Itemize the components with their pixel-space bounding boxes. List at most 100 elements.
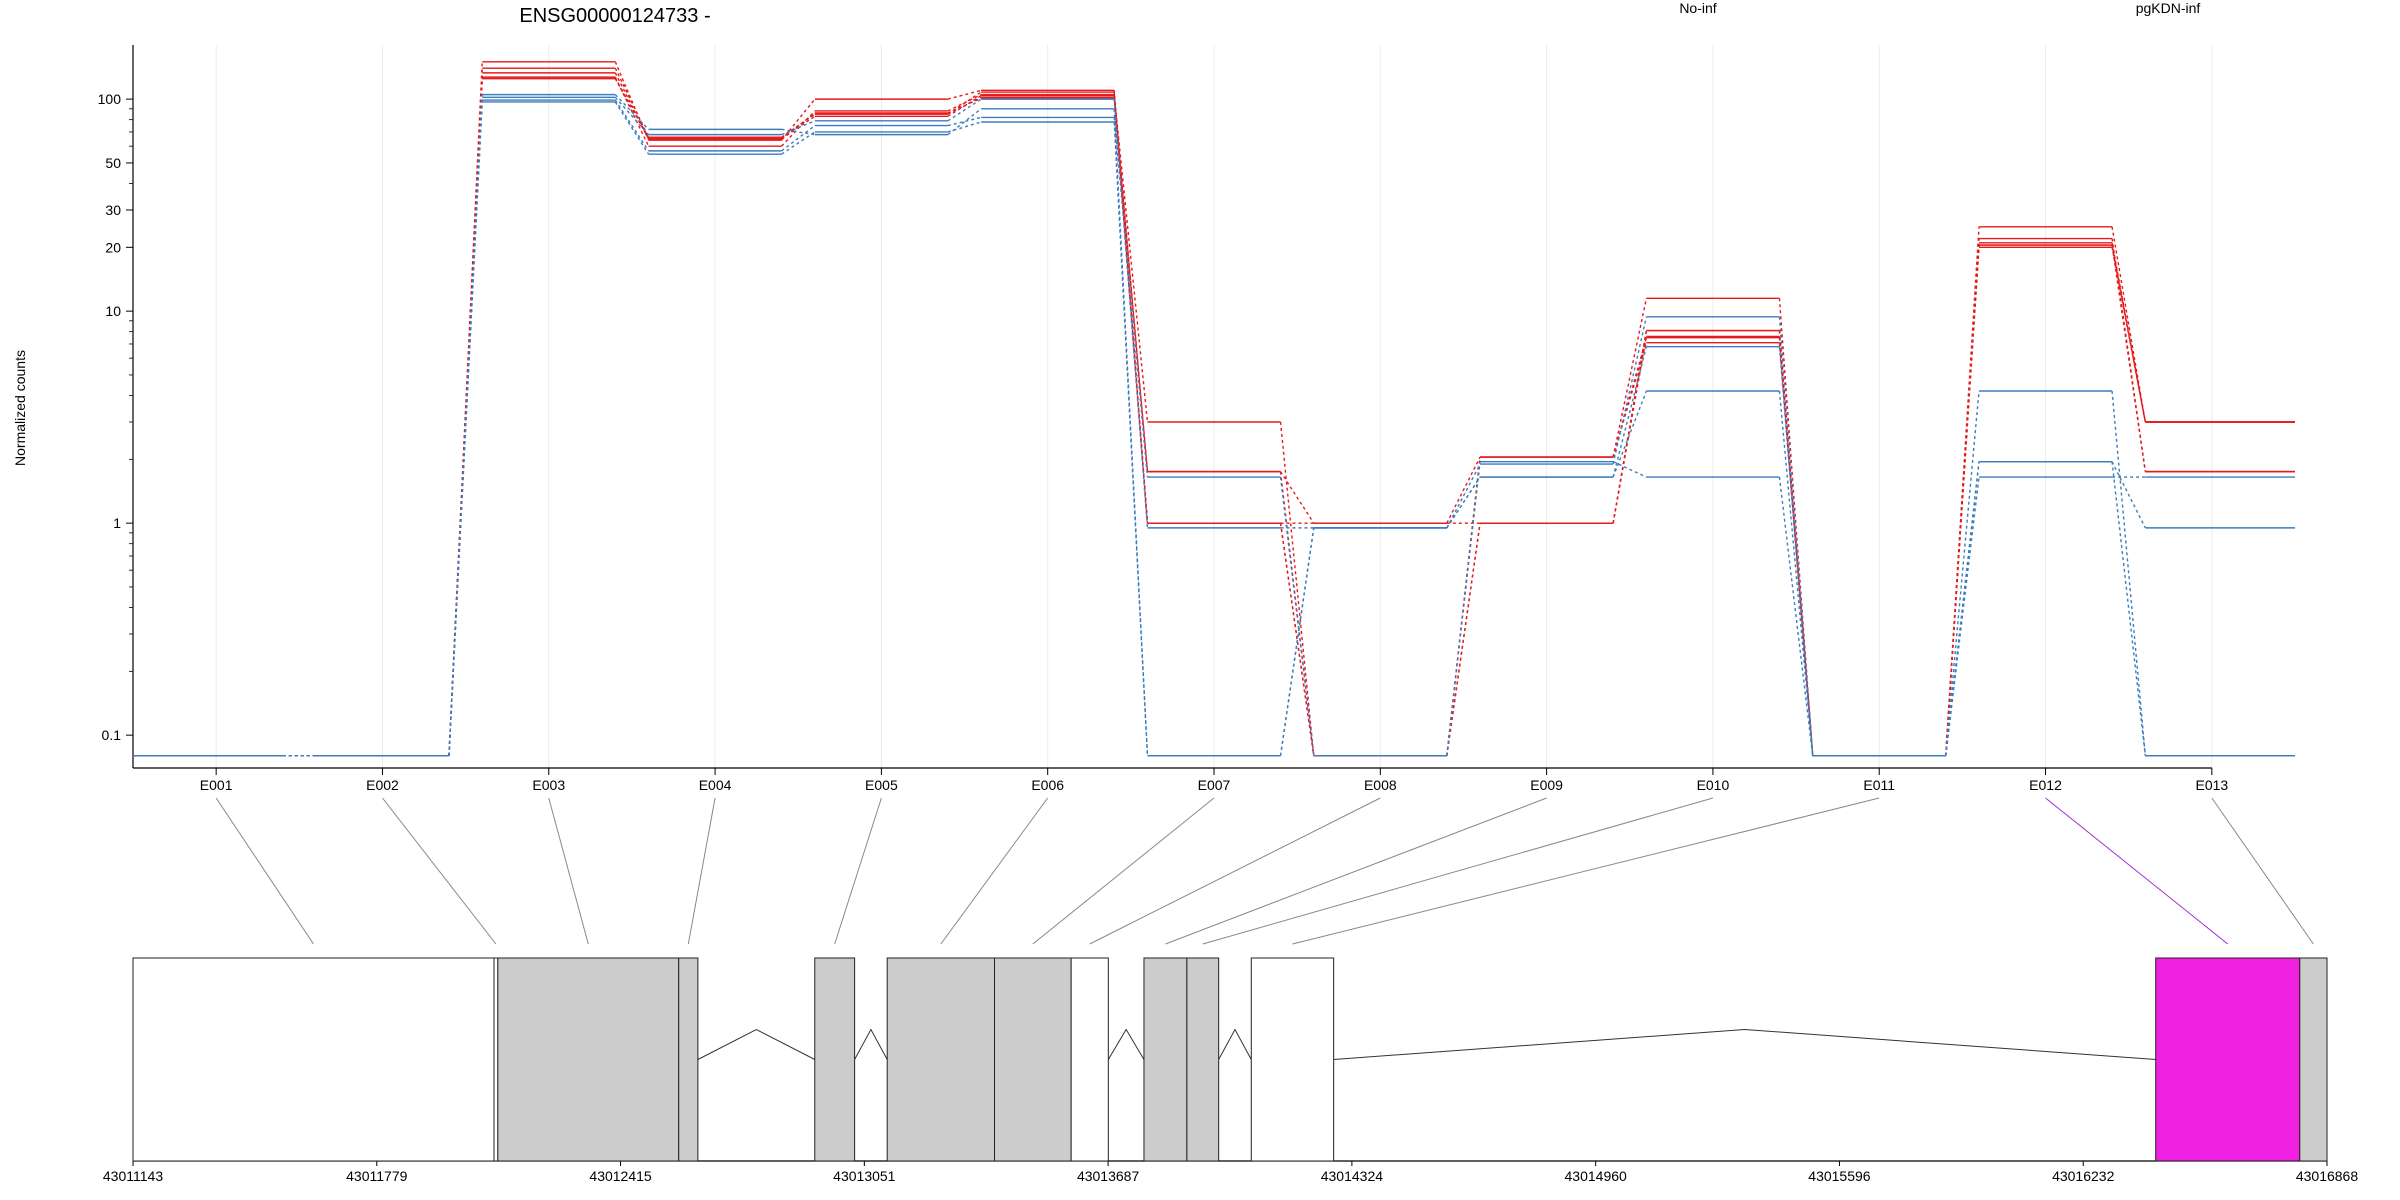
series-connector (614, 67, 650, 138)
exon-link-line (1032, 797, 1215, 945)
series-connector (1945, 461, 1980, 756)
series-connector (947, 98, 982, 122)
series-connector (781, 120, 816, 136)
x-tick-label: E011 (1863, 777, 1895, 793)
series-connector (614, 96, 650, 136)
series-connector (1446, 456, 1481, 524)
series-connector (1612, 346, 1648, 478)
series-connector (2111, 390, 2147, 756)
y-tick-label: 20 (105, 239, 121, 255)
series-connector (614, 76, 650, 147)
exon-box (1250, 957, 1335, 1162)
exon-link-line (548, 797, 589, 945)
y-tick-label: 30 (105, 202, 121, 218)
series-connector (1945, 242, 1980, 756)
series-connector (2111, 461, 2146, 529)
series-10-pgKDN-inf (133, 101, 2295, 757)
series-connector (2111, 244, 2147, 423)
exon-link-line (1089, 797, 1381, 945)
plot-area: 0.1 1 10 20 30 50 100 E001 E002 E003 E004 E005 E006 E… (98, 45, 2359, 1184)
series-connector (1446, 476, 1481, 529)
intron-line (854, 1028, 888, 1060)
exon-box (1070, 957, 1109, 1162)
series-connector (1279, 476, 1315, 756)
series-connector (1279, 527, 1315, 756)
x-tick-label: E006 (1031, 777, 1064, 793)
x-tick-label: E001 (200, 777, 233, 793)
series-connector (781, 112, 816, 140)
series-connector (781, 131, 816, 155)
series-connector (1279, 471, 1315, 524)
series-connector (781, 125, 816, 152)
genomic-tick-label: 43016868 (2296, 1168, 2359, 1184)
series-connector (947, 116, 982, 127)
series-connector (781, 110, 816, 147)
x-tick-label: E003 (532, 777, 565, 793)
exon-link-line (2045, 797, 2229, 945)
y-axis-label: Normalized counts (12, 350, 28, 466)
exon-box (497, 957, 680, 1162)
genomic-tick-label: 43013687 (1077, 1168, 1140, 1184)
y-tick-label: 0.1 (102, 727, 122, 743)
series-connector (2111, 461, 2147, 756)
genomic-tick-label: 43011143 (103, 1168, 163, 1184)
series-connector (1446, 523, 1481, 756)
series-connector (1945, 390, 1980, 756)
exon-link-line (834, 797, 882, 945)
series-connector (1113, 98, 1149, 472)
series-connector (1778, 390, 1814, 756)
series-connector (448, 101, 483, 756)
exon-link-line (687, 797, 716, 945)
exon-link-line (382, 797, 497, 945)
series-connector (1778, 298, 1814, 756)
intron-line (697, 1028, 815, 1060)
genomic-tick-label: 43014324 (1321, 1168, 1384, 1184)
exon-box (886, 957, 996, 1162)
x-tick-label: E002 (366, 777, 399, 793)
series-connector (1778, 476, 1814, 756)
genomic-tick-label: 43011779 (346, 1168, 407, 1184)
series-connector (781, 113, 816, 138)
y-tick-label: 100 (98, 91, 122, 107)
y-tick-label: 50 (105, 155, 121, 171)
legend-pgkdn-inf: pgKDN-inf (2136, 0, 2201, 16)
y-tick-label: 1 (113, 515, 121, 531)
series-connector (1113, 121, 1149, 756)
genomic-tick-label: 43014960 (1565, 1168, 1628, 1184)
series-connector (614, 99, 650, 152)
series-connector (1945, 244, 1980, 756)
exon-box (1186, 957, 1220, 1162)
chart-title: ENSG00000124733 - (519, 5, 710, 27)
x-tick-label: E007 (1198, 777, 1231, 793)
series-connector (947, 93, 982, 112)
genomic-tick-label: 43015596 (1808, 1168, 1871, 1184)
exon-link-line (1165, 797, 1547, 945)
intron-line (1218, 1028, 1252, 1060)
series-connector (1778, 337, 1814, 756)
x-tick-label: E009 (1530, 777, 1563, 793)
exon-link-line (1202, 797, 1714, 945)
series-connector (1446, 463, 1481, 529)
intron-line (1107, 1028, 1145, 1060)
intron-line (1333, 1028, 2156, 1060)
series-connector (614, 61, 650, 141)
series-connector (1778, 346, 1814, 756)
exon-box (814, 957, 856, 1162)
series-connector (614, 101, 650, 155)
series-connector (1612, 316, 1648, 465)
genomic-tick-label: 43013051 (833, 1168, 896, 1184)
series-connector (1612, 337, 1648, 458)
x-tick-label: E005 (865, 777, 898, 793)
genomic-tick-label: 43016232 (2052, 1168, 2115, 1184)
y-tick-label: 10 (105, 303, 121, 319)
series-connector (1113, 117, 1149, 478)
exon-box (678, 957, 699, 1162)
series-connector (1945, 476, 1980, 756)
exon-link-line (940, 797, 1049, 945)
x-tick-label: E008 (1364, 777, 1397, 793)
series-connector (1113, 94, 1149, 423)
x-tick-label: E004 (699, 777, 732, 793)
x-tick-label: E010 (1697, 777, 1730, 793)
series-connector (1279, 421, 1315, 756)
